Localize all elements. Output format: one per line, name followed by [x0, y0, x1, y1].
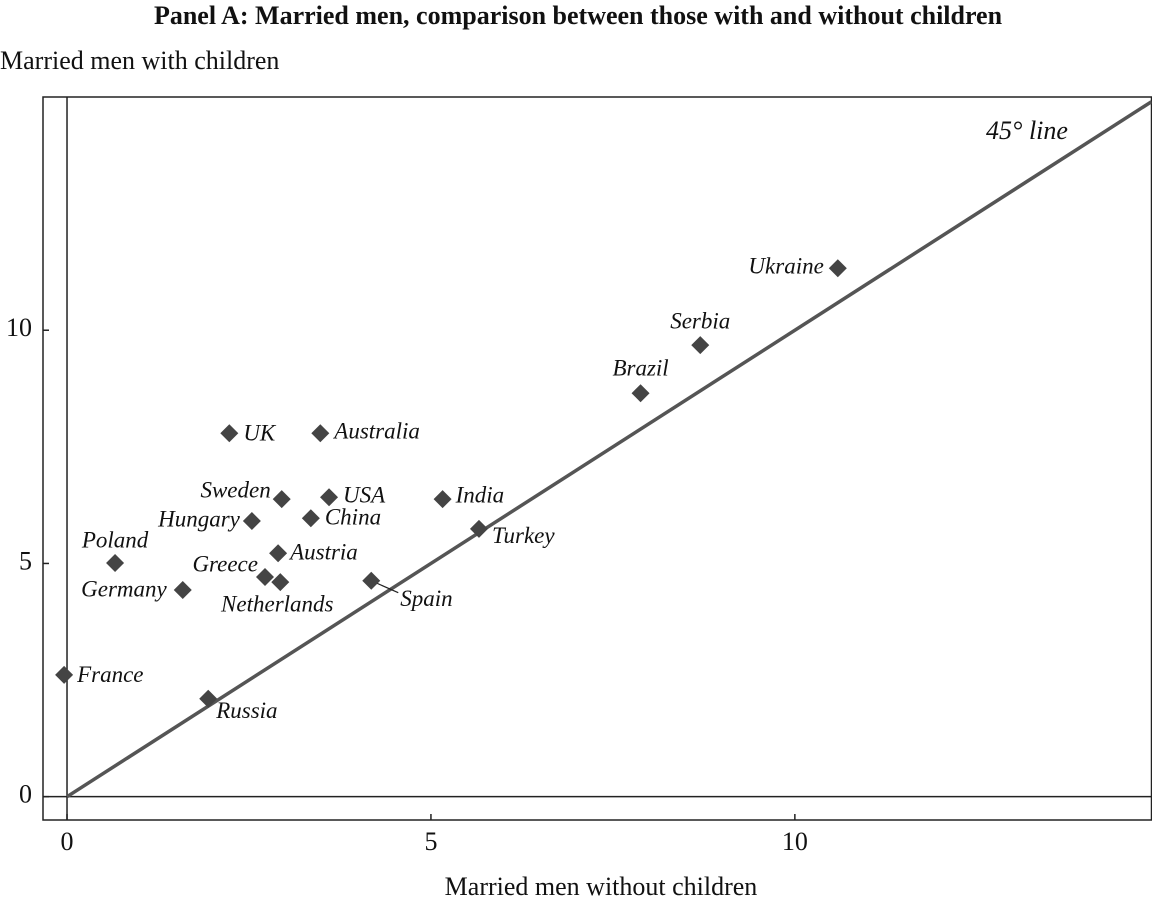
point: [362, 571, 381, 590]
point: [271, 573, 290, 592]
point-label: China: [325, 504, 381, 529]
point: [320, 488, 339, 507]
point-label: Hungary: [157, 506, 241, 531]
y-tick-label: 10: [6, 313, 32, 342]
point-label: Sweden: [200, 477, 270, 502]
point: [173, 581, 192, 600]
point-label: Ukraine: [748, 253, 823, 278]
chart-title: Panel A: Married men, comparison between…: [154, 1, 1003, 30]
point-label: Turkey: [492, 523, 555, 548]
point: [220, 424, 239, 443]
point-label: Greece: [192, 551, 258, 576]
x-tick-label: 0: [61, 827, 74, 856]
point: [272, 490, 291, 509]
x-axis-label: Married men without children: [445, 872, 758, 901]
point-label: Brazil: [612, 355, 668, 380]
point-label: USA: [343, 482, 386, 507]
point: [469, 519, 488, 538]
point-label: Germany: [81, 576, 167, 601]
point: [631, 384, 650, 403]
line-annotation: 45° line: [986, 116, 1068, 145]
point-label: Poland: [81, 527, 149, 552]
point: [199, 689, 218, 708]
y-tick-label: 0: [19, 780, 32, 809]
point: [55, 665, 74, 684]
point: [301, 509, 320, 528]
point-label: UK: [243, 421, 277, 446]
point-label: Spain: [400, 586, 452, 611]
y-axis-label: Married men with children: [0, 46, 279, 75]
point: [242, 512, 261, 531]
point: [269, 544, 288, 563]
point-label: India: [455, 482, 505, 507]
point: [691, 336, 710, 355]
point-label: Australia: [332, 419, 420, 444]
y-tick-label: 5: [19, 546, 32, 575]
point: [311, 424, 330, 443]
point-label: Russia: [215, 698, 277, 723]
point: [106, 553, 125, 572]
x-tick-label: 5: [424, 827, 437, 856]
point: [255, 567, 274, 586]
reference-line: [66, 100, 1152, 799]
x-tick-label: 10: [782, 827, 808, 856]
point-label: Serbia: [670, 308, 730, 333]
point: [433, 490, 452, 509]
point-label: Netherlands: [220, 591, 333, 616]
point-label: Austria: [288, 539, 358, 564]
point-label: France: [76, 662, 143, 687]
point: [828, 259, 847, 278]
